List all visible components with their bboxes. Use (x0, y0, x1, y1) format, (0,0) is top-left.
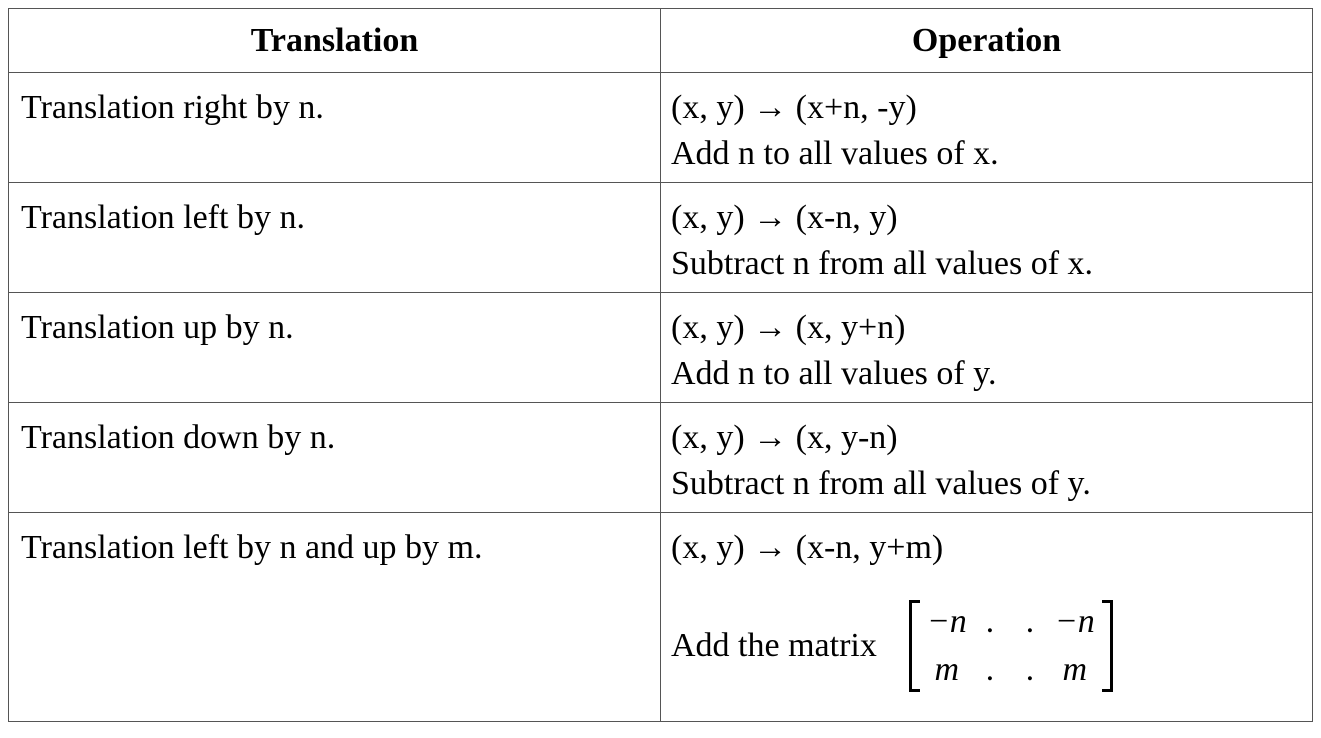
table-row: Translation left by n. (x, y) → (x-n, y)… (8, 182, 1313, 293)
description: Add n to all values of y. (671, 355, 997, 392)
matrix-entry: . (1026, 651, 1036, 688)
operation-cell: (x, y) → (x+n, -y) Add n to all values of… (660, 72, 1313, 183)
matrix-entry: −n (1054, 603, 1095, 640)
translation-cell: Translation down by n. (8, 402, 661, 513)
rule: (x, y) → (x+n, -y) (671, 89, 917, 126)
translation-cell: Translation right by n. (8, 72, 661, 183)
rule: (x, y) → (x, y+n) (671, 309, 906, 346)
table-row: Translation down by n. (x, y) → (x, y-n)… (8, 402, 1313, 513)
table-row: Translation up by n. (x, y) → (x, y+n) Ad… (8, 292, 1313, 403)
matrix-row: Add the matrix −n . . −n m . . m (671, 598, 1312, 694)
translation-cell: Translation left by n. (8, 182, 661, 293)
operation-cell: (x, y) → (x-n, y+m) Add the matrix −n . … (660, 512, 1313, 722)
translation-cell: Translation left by n and up by m. (8, 512, 661, 722)
matrix-entry: . (1026, 603, 1036, 640)
header-operation: Operation (660, 8, 1313, 73)
rule: (x, y) → (x-n, y+m) (671, 529, 944, 566)
description: Subtract n from all values of y. (671, 465, 1091, 502)
matrix-entry: . (986, 651, 996, 688)
table-row: Translation right by n. (x, y) → (x+n, -… (8, 72, 1313, 183)
rule: (x, y) → (x, y-n) (671, 419, 898, 456)
operation-cell: (x, y) → (x, y+n) Add n to all values of … (660, 292, 1313, 403)
matrix: −n . . −n m . . m (908, 598, 1113, 694)
header-translation: Translation (8, 8, 661, 73)
matrix-entry: . (986, 603, 996, 640)
matrix-entry: −n (926, 603, 967, 640)
operation-cell: (x, y) → (x, y-n) Subtract n from all val… (660, 402, 1313, 513)
matrix-entry: m (1062, 651, 1088, 688)
header-row: Translation Operation (8, 8, 1313, 73)
translation-table: Translation Operation Translation right … (8, 8, 1313, 722)
table-row: Translation left by n and up by m. (x, y… (8, 512, 1313, 722)
matrix-entry: m (934, 651, 960, 688)
operation-cell: (x, y) → (x-n, y) Subtract n from all val… (660, 182, 1313, 293)
translation-cell: Translation up by n. (8, 292, 661, 403)
description: Subtract n from all values of x. (671, 245, 1094, 282)
description: Add n to all values of x. (671, 135, 999, 172)
description: Add the matrix (671, 627, 877, 664)
rule: (x, y) → (x-n, y) (671, 199, 898, 236)
